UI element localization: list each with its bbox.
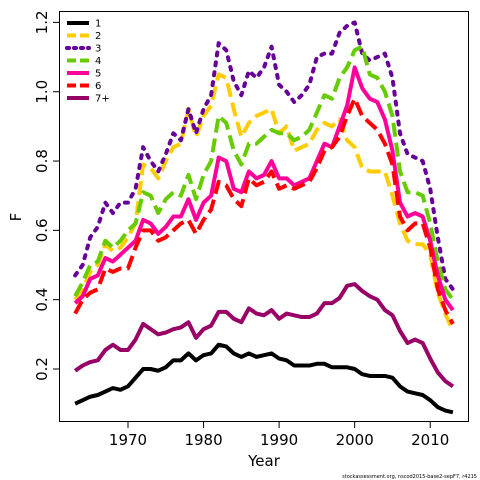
y-axis-title: F bbox=[7, 213, 25, 222]
series-layer bbox=[73, 20, 455, 415]
credit-text: stockassessment.org, nscod2015-base2-sep… bbox=[342, 474, 477, 480]
legend-label: 7+ bbox=[95, 94, 110, 105]
series-line-4 bbox=[73, 44, 455, 301]
y-tick-label: 1.0 bbox=[33, 80, 51, 104]
x-axis: 1970 1980 1990 2000 2010 bbox=[109, 421, 449, 449]
legend-label: 5 bbox=[95, 69, 101, 80]
x-tick-label: 2010 bbox=[411, 431, 449, 449]
y-tick-label: 0.8 bbox=[33, 149, 51, 173]
legend-label: 1 bbox=[95, 19, 101, 30]
y-tick-label: 0.6 bbox=[33, 218, 51, 242]
series-line-5 bbox=[73, 65, 455, 312]
series-line-3 bbox=[73, 20, 455, 292]
series-line-6 bbox=[73, 96, 455, 325]
x-axis-title: Year bbox=[247, 452, 281, 470]
x-tick-label: 1990 bbox=[260, 431, 298, 449]
plot-frame bbox=[59, 11, 469, 422]
y-tick-label: 1.2 bbox=[33, 10, 51, 34]
y-tick-label: 0.2 bbox=[33, 357, 51, 381]
x-tick-label: 2000 bbox=[336, 431, 374, 449]
legend-label: 4 bbox=[95, 56, 101, 67]
series-line-2 bbox=[73, 72, 455, 332]
x-tick-label: 1980 bbox=[184, 431, 222, 449]
legend-label: 2 bbox=[95, 31, 101, 42]
series-line-1 bbox=[74, 342, 454, 415]
x-tick-label: 1970 bbox=[109, 431, 147, 449]
y-tick-label: 0.4 bbox=[33, 288, 51, 312]
y-axis: 0.2 0.4 0.6 0.8 1.0 1.2 bbox=[33, 10, 60, 381]
legend-label: 3 bbox=[95, 44, 101, 55]
legend: 12 34 56 7+ bbox=[65, 19, 110, 105]
legend-label: 6 bbox=[95, 81, 101, 92]
series-line-7 bbox=[73, 282, 455, 388]
